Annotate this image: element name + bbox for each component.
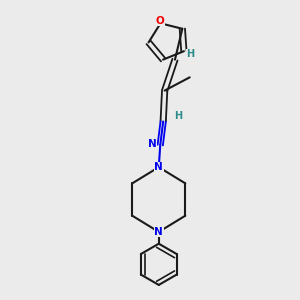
Text: N: N (154, 227, 163, 237)
Text: O: O (155, 16, 164, 26)
Text: H: H (174, 111, 183, 121)
Text: H: H (186, 50, 194, 59)
Text: N: N (154, 162, 163, 172)
Text: N: N (148, 139, 156, 148)
